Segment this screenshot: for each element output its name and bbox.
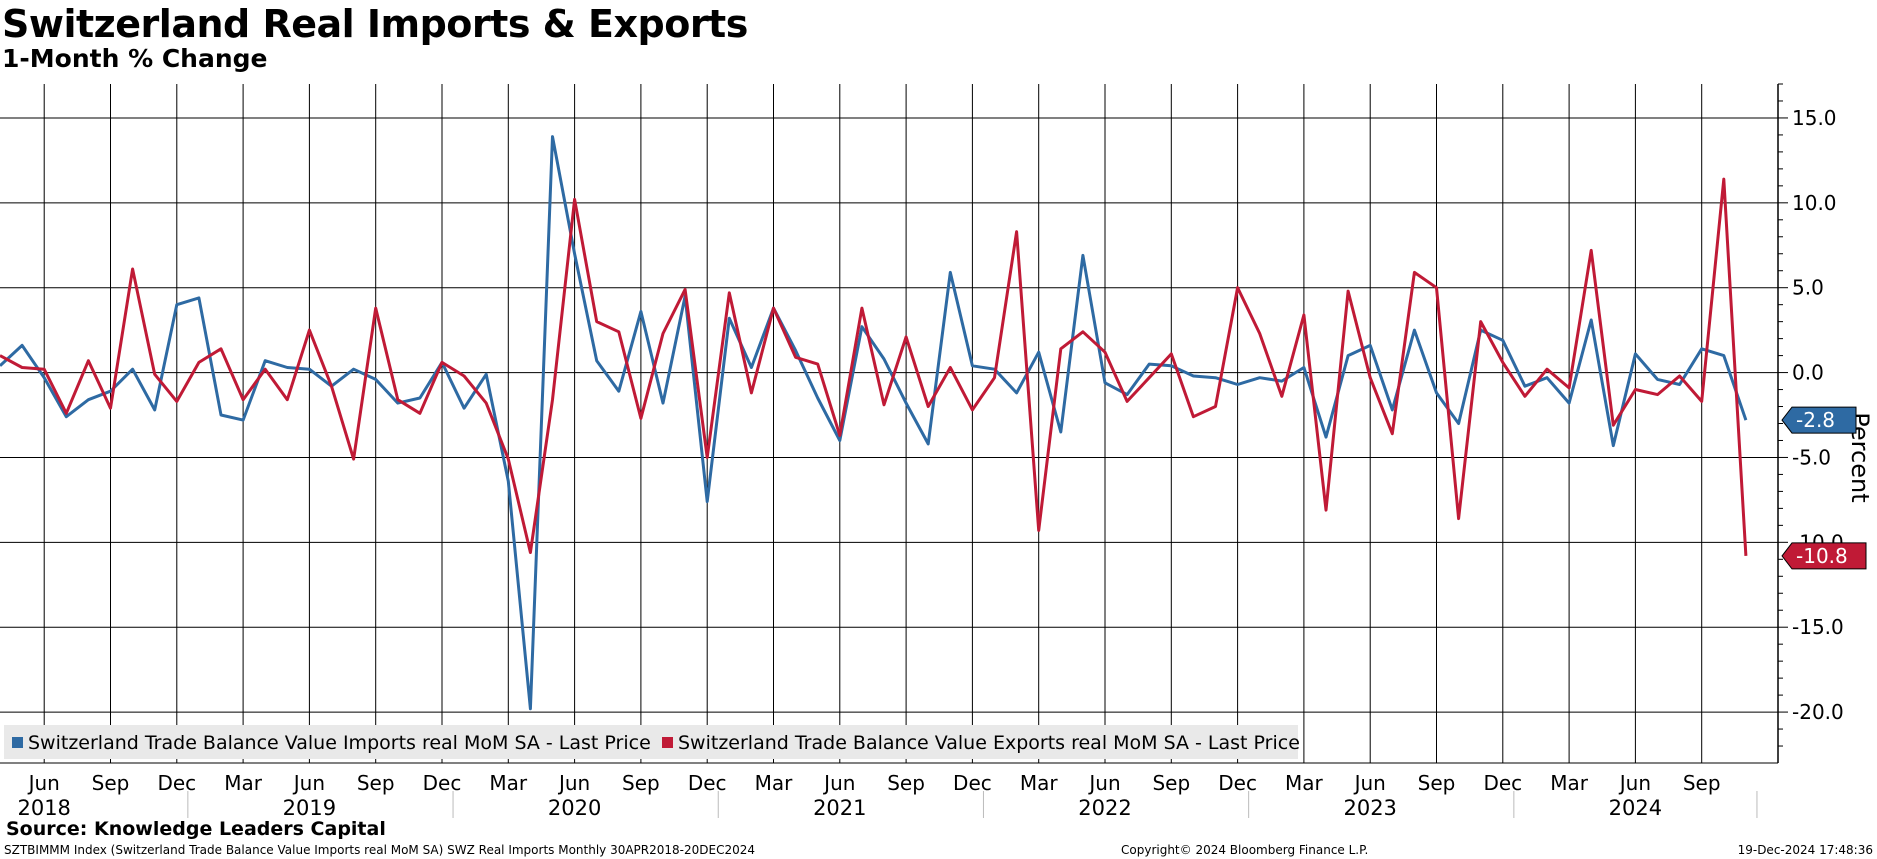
x-tick-label-month: Sep (357, 771, 395, 795)
legend-swatch-exports (662, 737, 673, 748)
x-tick-label-month: Sep (887, 771, 925, 795)
series-layer (0, 135, 1748, 711)
x-tick-label-year: 2022 (1078, 796, 1131, 820)
exports-series-line (0, 177, 1748, 556)
x-tick-label-month: Jun (1618, 771, 1651, 795)
chart-subtitle: 1-Month % Change (2, 44, 268, 73)
x-tick-label-month: Dec (1218, 771, 1257, 795)
x-tick-label-year: 2023 (1343, 796, 1396, 820)
y-tick-label: 15.0 (1792, 106, 1837, 130)
x-tick-label-month: Jun (27, 771, 60, 795)
legend-box (4, 725, 1298, 759)
x-tick-label-month: Mar (1020, 771, 1059, 795)
x-tick-label-month: Mar (1285, 771, 1324, 795)
imports-series-line (0, 135, 1748, 711)
x-tick-label-year: 2020 (548, 796, 601, 820)
x-tick-label-month: Dec (423, 771, 462, 795)
footer-index-description: SZTBIMMM Index (Switzerland Trade Balanc… (4, 843, 756, 857)
exports-last-value-label: -10.8 (1796, 544, 1848, 568)
x-tick-label-month: Jun (292, 771, 325, 795)
x-tick-label-month: Mar (489, 771, 528, 795)
x-tick-label-month: Jun (557, 771, 590, 795)
x-tick-label-month: Sep (1683, 771, 1721, 795)
y-tick-label: 10.0 (1792, 191, 1837, 215)
footer-timestamp: 19-Dec-2024 17:48:36 (1737, 843, 1873, 857)
legend-label-exports: Switzerland Trade Balance Value Exports … (678, 732, 1300, 754)
x-tick-label-month: Dec (953, 771, 992, 795)
imports-last-value-badge (1781, 406, 1857, 434)
x-tick-label-year: 2019 (283, 796, 336, 820)
axes: 15.010.05.00.0-5.0-10.0-15.0-20.0Percent… (0, 83, 1874, 820)
imports-last-value-label: -2.8 (1796, 408, 1835, 432)
y-tick-label: 0.0 (1792, 361, 1824, 385)
x-tick-label-month: Mar (224, 771, 263, 795)
x-tick-label-year: 2021 (813, 796, 866, 820)
x-tick-label-month: Dec (1483, 771, 1522, 795)
x-tick-label-month: Sep (1418, 771, 1456, 795)
y-tick-label: 5.0 (1792, 276, 1824, 300)
legend-swatch-imports (12, 737, 23, 748)
x-tick-label-month: Jun (822, 771, 855, 795)
source-note: Source: Knowledge Leaders Capital (6, 818, 386, 840)
x-tick-label-month: Sep (622, 771, 660, 795)
x-tick-label-month: Mar (755, 771, 794, 795)
x-tick-label-month: Jun (1087, 771, 1120, 795)
x-tick-label-month: Dec (688, 771, 727, 795)
grid-layer (0, 84, 1778, 763)
y-tick-label: -20.0 (1792, 700, 1844, 724)
y-tick-label: -15.0 (1792, 615, 1844, 639)
legend-label-imports: Switzerland Trade Balance Value Imports … (28, 732, 651, 754)
exports-last-value-badge (1781, 542, 1867, 570)
x-tick-label-year: 2024 (1609, 796, 1662, 820)
x-tick-label-month: Mar (1550, 771, 1589, 795)
chart-title: Switzerland Real Imports & Exports (2, 2, 748, 46)
x-tick-label-month: Sep (92, 771, 130, 795)
footer-copyright: Copyright© 2024 Bloomberg Finance L.P. (1121, 843, 1369, 857)
y-tick-label: -5.0 (1792, 445, 1831, 469)
legend: Switzerland Trade Balance Value Imports … (4, 725, 1300, 759)
x-tick-label-year: 2018 (17, 796, 70, 820)
x-tick-label-month: Sep (1152, 771, 1190, 795)
x-tick-label-month: Jun (1353, 771, 1386, 795)
x-tick-label-month: Dec (157, 771, 196, 795)
line-chart: Switzerland Trade Balance Value Imports … (0, 83, 1874, 820)
